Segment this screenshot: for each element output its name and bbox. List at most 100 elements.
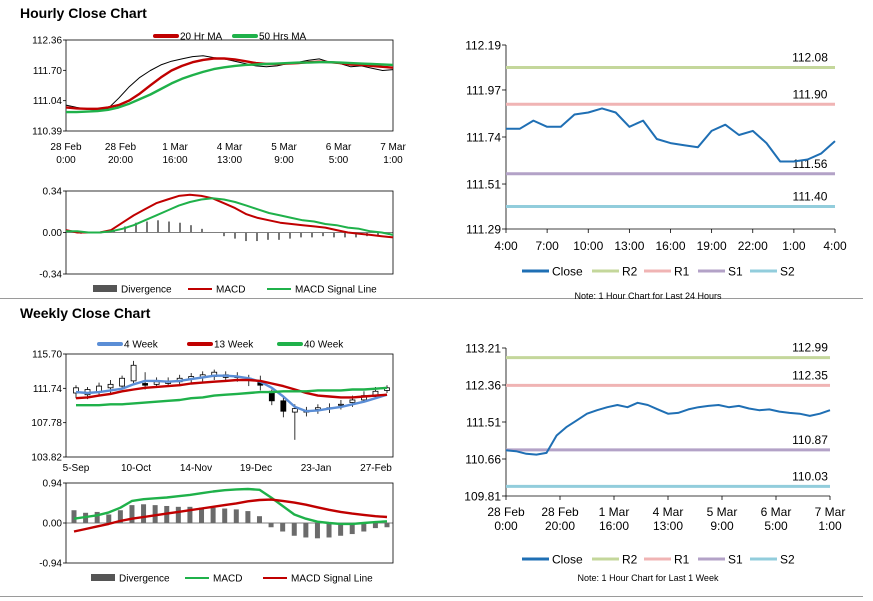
- weekly-divergence-bar: [233, 509, 239, 523]
- hourly-macd-y-tick: 0.00: [43, 228, 63, 239]
- hourly-macd-legend-label: MACD: [216, 285, 245, 296]
- hourly-price-x-tick: 16:00: [162, 155, 187, 166]
- weekly-ma-legend-label: 4 Week: [124, 340, 159, 351]
- weekly-divergence-bar: [129, 505, 135, 523]
- hourly-pivot-x-tick: 7:00: [535, 239, 559, 253]
- hourly-price-x-tick: 6 Mar: [326, 142, 352, 153]
- weekly-ma-legend-label: 40 Week: [304, 340, 344, 351]
- hourly-price-x-tick: 28 Feb: [50, 142, 82, 153]
- weekly-divergence-bar: [141, 504, 147, 523]
- weekly-pivot-x-tick: 16:00: [599, 519, 629, 533]
- hourly-macd-legend-label: MACD Signal Line: [295, 285, 377, 296]
- hourly-pivot-note: Note: 1 Hour Chart for Last 24 Hours: [574, 291, 722, 301]
- weekly-pivot-x-tick: 28 Feb: [541, 505, 579, 519]
- weekly-price-x-tick: 5-Sep: [63, 463, 90, 474]
- weekly-candle-body: [142, 383, 149, 386]
- weekly-divergence-bar: [94, 511, 100, 523]
- hourly-price-frame: [65, 39, 394, 132]
- weekly-price-x-tick: 27-Feb: [360, 463, 392, 474]
- weekly-divergence-bar: [372, 523, 378, 529]
- weekly-pivot-x-tick: 6 Mar: [761, 505, 792, 519]
- weekly-divergence-bar: [361, 523, 367, 532]
- weekly-divergence-bar: [303, 523, 309, 538]
- weekly-divergence-bar: [199, 507, 205, 523]
- weekly-pivot-legend-label: S1: [728, 553, 743, 567]
- hourly-pivot-x-tick: 13:00: [614, 239, 644, 253]
- hourly-price-y-tick: 111.70: [33, 66, 63, 77]
- weekly-pivot-level-label-r1: 112.35: [792, 368, 828, 382]
- weekly-pivot-x-tick: 20:00: [545, 519, 575, 533]
- weekly-pivot-note: Note: 1 Hour Chart for Last 1 Week: [578, 573, 719, 583]
- weekly-macd-series-macd-signal-line: [73, 498, 388, 533]
- weekly-pivot-legend-label: R1: [674, 553, 690, 567]
- hourly-price-x-tick: 0:00: [56, 155, 76, 166]
- hourly-pivot-x-tick: 22:00: [738, 239, 768, 253]
- weekly-pivot-legend-label: S2: [780, 553, 795, 567]
- weekly-pivot-y-tick: 109.81: [464, 490, 501, 504]
- weekly-pivot-x-tick: 13:00: [653, 519, 683, 533]
- weekly-pivot-close-line: [505, 401, 831, 456]
- bottom-divider: [0, 596, 863, 597]
- weekly-divergence-bar: [326, 523, 332, 538]
- weekly-macd-legend-label: MACD: [213, 574, 242, 585]
- weekly-divergence-bar: [384, 523, 390, 528]
- hourly-price-x-tick: 1:00: [383, 155, 403, 166]
- weekly-divergence-bar: [71, 510, 77, 523]
- hourly-pivot-legend-label: S2: [780, 265, 795, 279]
- weekly-pivot-level-label-r2: 112.99: [792, 341, 828, 355]
- hourly-pivot-legend-label: R2: [622, 265, 638, 279]
- hourly-ma-legend-label: 20 Hr MA: [180, 32, 223, 43]
- weekly-candle-body: [107, 383, 114, 389]
- weekly-pivot-x-tick: 7 Mar: [815, 505, 846, 519]
- weekly-divergence-bar: [256, 516, 262, 523]
- weekly-candle-body: [130, 364, 137, 382]
- weekly-divergence-bar: [187, 506, 193, 523]
- weekly-pivot-legend-label: Close: [552, 553, 583, 567]
- weekly-pivot-y-tick: 111.51: [466, 416, 501, 430]
- weekly-price-y-tick: 103.82: [31, 453, 62, 464]
- weekly-divergence-bar: [314, 523, 320, 539]
- weekly-divergence-bar: [349, 523, 355, 535]
- hourly-pivot-x-tick: 4:00: [823, 239, 847, 253]
- hourly-pivot-x-tick: 1:00: [782, 239, 806, 253]
- weekly-price-x-tick: 14-Nov: [180, 463, 212, 474]
- weekly-divergence-bar: [338, 523, 344, 536]
- weekly-pivot-y-tick: 112.36: [465, 379, 501, 393]
- hourly-pivot-x-tick: 10:00: [573, 239, 603, 253]
- hourly-pivot-y-tick: 111.74: [466, 131, 501, 145]
- weekly-price-y-tick: 111.74: [33, 384, 63, 395]
- hourly-pivot-legend-label: Close: [552, 265, 583, 279]
- weekly-divergence-bar: [106, 514, 112, 523]
- weekly-macd-legend-swatch: [91, 574, 115, 581]
- weekly-divergence-bar: [175, 506, 181, 523]
- weekly-divergence-bar: [210, 507, 216, 523]
- hourly-pivot-close-line: [506, 107, 836, 163]
- weekly-series-4-week: [75, 374, 388, 413]
- hourly-price-x-tick: 1 Mar: [162, 142, 188, 153]
- weekly-macd-legend-label: MACD Signal Line: [291, 574, 373, 585]
- hourly-pivot-level-label-r1: 111.90: [793, 87, 828, 101]
- weekly-ma-legend-label: 13 Week: [214, 340, 254, 351]
- hourly-pivot-x-tick: 19:00: [697, 239, 727, 253]
- weekly-pivot-x-tick: 5 Mar: [707, 505, 738, 519]
- weekly-pivot-level-label-s1: 110.87: [792, 433, 828, 447]
- weekly-divergence-bar: [222, 508, 228, 523]
- hourly-pivot-level-label-s2: 111.40: [793, 190, 828, 204]
- weekly-pivot-legend-label: R2: [622, 553, 638, 567]
- weekly-macd-y-tick: 0.94: [43, 479, 63, 490]
- hourly-pivot-level-label-r2: 112.08: [792, 50, 828, 64]
- weekly-pivot-x-tick: 5:00: [764, 519, 788, 533]
- hourly-macd-y-tick: 0.34: [43, 187, 63, 198]
- weekly-divergence-bar: [117, 510, 123, 523]
- weekly-price-x-tick: 10-Oct: [121, 463, 151, 474]
- weekly-pivot-x-tick: 28 Feb: [487, 505, 525, 519]
- hourly-chart-title: Hourly Close Chart: [20, 5, 147, 21]
- weekly-macd-legend-label: Divergence: [119, 574, 170, 585]
- weekly-macd-y-tick: 0.00: [43, 519, 63, 530]
- hourly-pivot-x-tick: 16:00: [655, 239, 685, 253]
